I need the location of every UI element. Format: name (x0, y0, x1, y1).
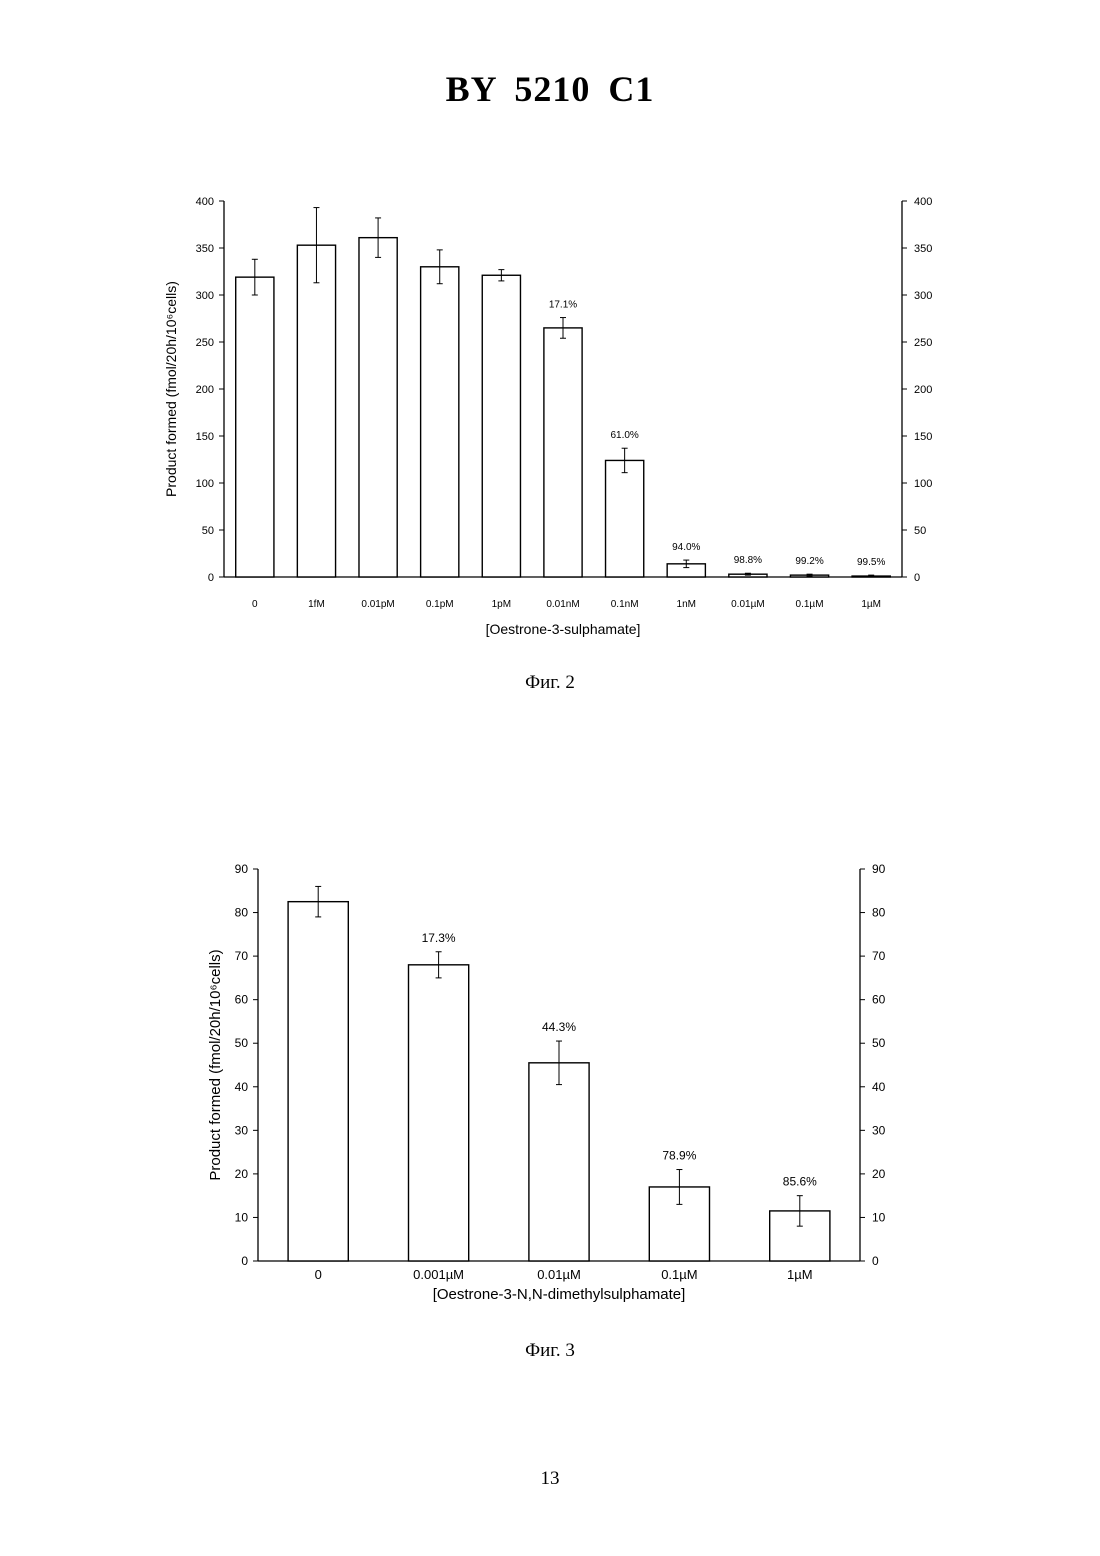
left-y-tick-label: 0 (241, 1254, 248, 1268)
chart-fig3: 0 0 10 10 20 20 30 30 40 40 50 50 60 60 70 70 80 80 90 90 0 0… (0, 0, 1100, 1340)
category-label: 1µM (787, 1267, 813, 1282)
left-y-tick-label: 60 (235, 993, 249, 1007)
left-y-tick-label: 10 (235, 1210, 249, 1224)
right-y-tick-label: 10 (872, 1210, 886, 1224)
y-axis-title: Product formed (fmol/20h/10⁶cells) (207, 949, 224, 1180)
category-label: 0 (315, 1267, 322, 1282)
right-y-tick-label: 0 (872, 1254, 879, 1268)
right-y-tick-label: 30 (872, 1123, 886, 1137)
bar (529, 1063, 589, 1261)
left-y-tick-label: 80 (235, 906, 249, 920)
left-y-tick-label: 70 (235, 949, 249, 963)
left-y-tick-label: 50 (235, 1036, 249, 1050)
inhibition-label: 78.9% (662, 1149, 696, 1163)
bar (288, 902, 348, 1261)
x-axis-title: [Oestrone-3-N,N-dimethylsulphamate] (433, 1286, 686, 1303)
inhibition-label: 85.6% (783, 1175, 817, 1189)
page-number: 13 (0, 1468, 1100, 1490)
right-y-tick-label: 90 (872, 862, 886, 876)
left-y-tick-label: 30 (235, 1123, 249, 1137)
category-label: 0.001µM (413, 1267, 464, 1282)
figure-caption-3: Фиг. 3 (0, 1340, 1100, 1362)
right-y-tick-label: 20 (872, 1167, 886, 1181)
category-label: 0.1µM (661, 1267, 697, 1282)
left-y-tick-label: 40 (235, 1080, 249, 1094)
category-label: 0.01µM (537, 1267, 581, 1282)
right-y-tick-label: 80 (872, 906, 886, 920)
left-y-tick-label: 20 (235, 1167, 249, 1181)
inhibition-label: 17.3% (422, 931, 456, 945)
left-y-tick-label: 90 (235, 862, 249, 876)
right-y-tick-label: 70 (872, 949, 886, 963)
bar (409, 965, 469, 1261)
right-y-tick-label: 60 (872, 993, 886, 1007)
right-y-tick-label: 40 (872, 1080, 886, 1094)
inhibition-label: 44.3% (542, 1020, 576, 1034)
right-y-tick-label: 50 (872, 1036, 886, 1050)
